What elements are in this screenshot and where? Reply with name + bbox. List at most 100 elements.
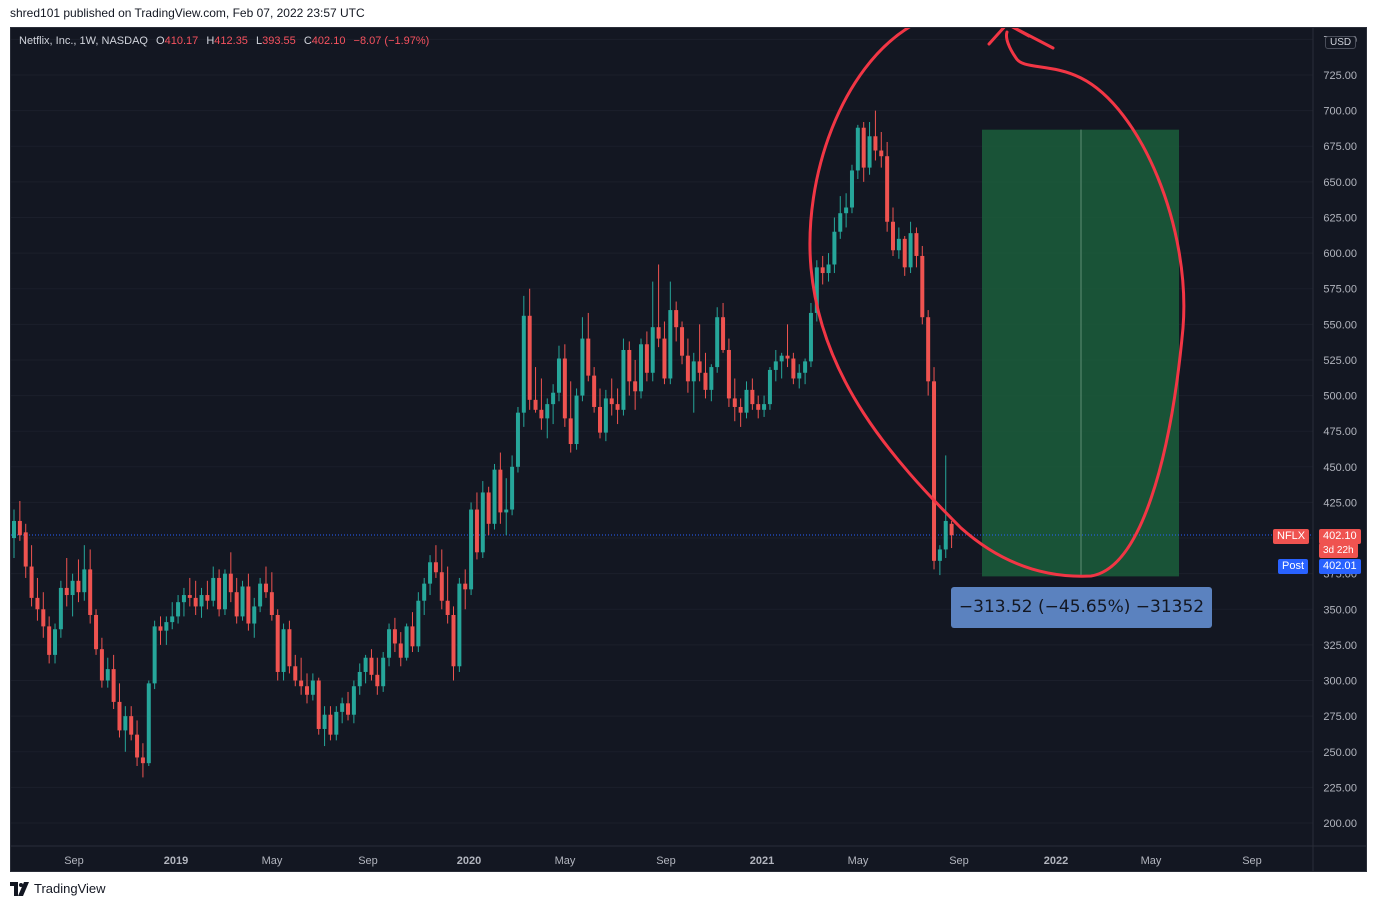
price-chart[interactable]: 200.00 225.00 250.00 275.00 300.00 325.00 350.… [11,28,1367,872]
candle-body [603,398,608,433]
candle [305,673,309,704]
candle [222,569,227,615]
legend-open-label: O [156,35,165,47]
candle [896,227,901,259]
candle-body [105,669,110,681]
candle-body [803,361,808,373]
candle [656,264,661,348]
candle-body [744,389,749,413]
candle [316,677,321,735]
candle-body [258,583,263,607]
candle-body [767,369,772,405]
candle [258,577,263,613]
candle [357,663,362,695]
candle [551,384,556,425]
candle [879,131,884,168]
candle-body [94,614,99,650]
candle [439,549,444,610]
candle [246,573,251,631]
candle-body [773,361,778,370]
candle [832,217,837,274]
candle-body [64,587,69,596]
footer-brand[interactable]: TradingView [10,881,106,896]
candle-body [217,577,222,610]
candle-body [305,686,309,695]
candle [117,683,122,738]
candle-body [521,315,526,413]
candle-body [932,381,937,561]
y-tick-label: 650.00 [1323,177,1357,189]
candle-body [228,573,233,593]
candle-body [914,233,919,256]
candle [404,623,409,661]
candle [510,455,515,516]
candle [668,281,673,385]
y-tick-label: 575.00 [1323,284,1357,296]
candle [943,455,948,558]
symbol-tag: NFLX [1273,529,1310,544]
candle [416,592,421,653]
candle-body [23,532,28,567]
candle-body [269,592,274,615]
candle [170,602,175,630]
candle-body [252,606,257,624]
y-tick-label: 350.00 [1323,604,1357,616]
candle-body [756,404,761,410]
annotation-arrow-head[interactable] [987,28,1055,50]
candle [53,623,58,664]
candle-body [510,466,515,510]
candle-body [674,310,679,328]
chart-panel[interactable]: 200.00 225.00 250.00 275.00 300.00 325.00 350.… [10,27,1367,872]
candle [539,378,544,430]
candle-body [838,213,843,232]
candle [428,555,433,596]
candle-body [363,657,368,672]
candle [562,344,567,427]
x-tick-label: 2020 [457,855,481,867]
candle [849,164,854,214]
candle [773,349,778,382]
annotation-circle[interactable] [808,28,1186,578]
symbol-legend[interactable]: Netflix, Inc., 1W, NASDAQ O410.17 H412.3… [19,35,429,47]
candle-body [428,562,433,584]
candle [908,221,913,274]
candle [164,616,169,645]
candle [855,124,860,180]
candle [293,654,298,687]
candle [99,637,104,688]
candle [609,378,614,416]
candle [445,566,450,624]
candle-body [111,669,116,702]
candle [234,577,239,624]
measure-result-label[interactable]: −313.52 (−45.65%) −31352 [951,587,1212,628]
candle-body [797,372,802,379]
candle [492,463,497,530]
x-tick-label: Sep [656,855,676,867]
candle [644,331,649,382]
candle [70,573,75,617]
candle [105,657,110,688]
candle [932,367,937,570]
candle [387,623,392,667]
candle-body [334,711,339,735]
candle [592,367,597,413]
candle [363,654,368,684]
candle-body [70,580,75,596]
candle-body [176,602,181,617]
candle-body [187,595,192,598]
candle [340,697,345,724]
price-scale-bg[interactable] [1313,28,1367,846]
candle-body [615,404,620,410]
candle [463,569,468,610]
legend-low-label: L [256,35,263,47]
candle-body [697,361,702,373]
y-tick-label: 550.00 [1323,319,1357,331]
candle-body [662,338,667,379]
y-tick-label: 725.00 [1323,70,1357,82]
x-tick-label: Sep [1242,855,1262,867]
candle-body [246,586,251,624]
currency-label[interactable]: USD [1325,36,1357,49]
candle-body [29,566,34,598]
candle [205,580,210,610]
x-tick-label: Sep [358,855,378,867]
